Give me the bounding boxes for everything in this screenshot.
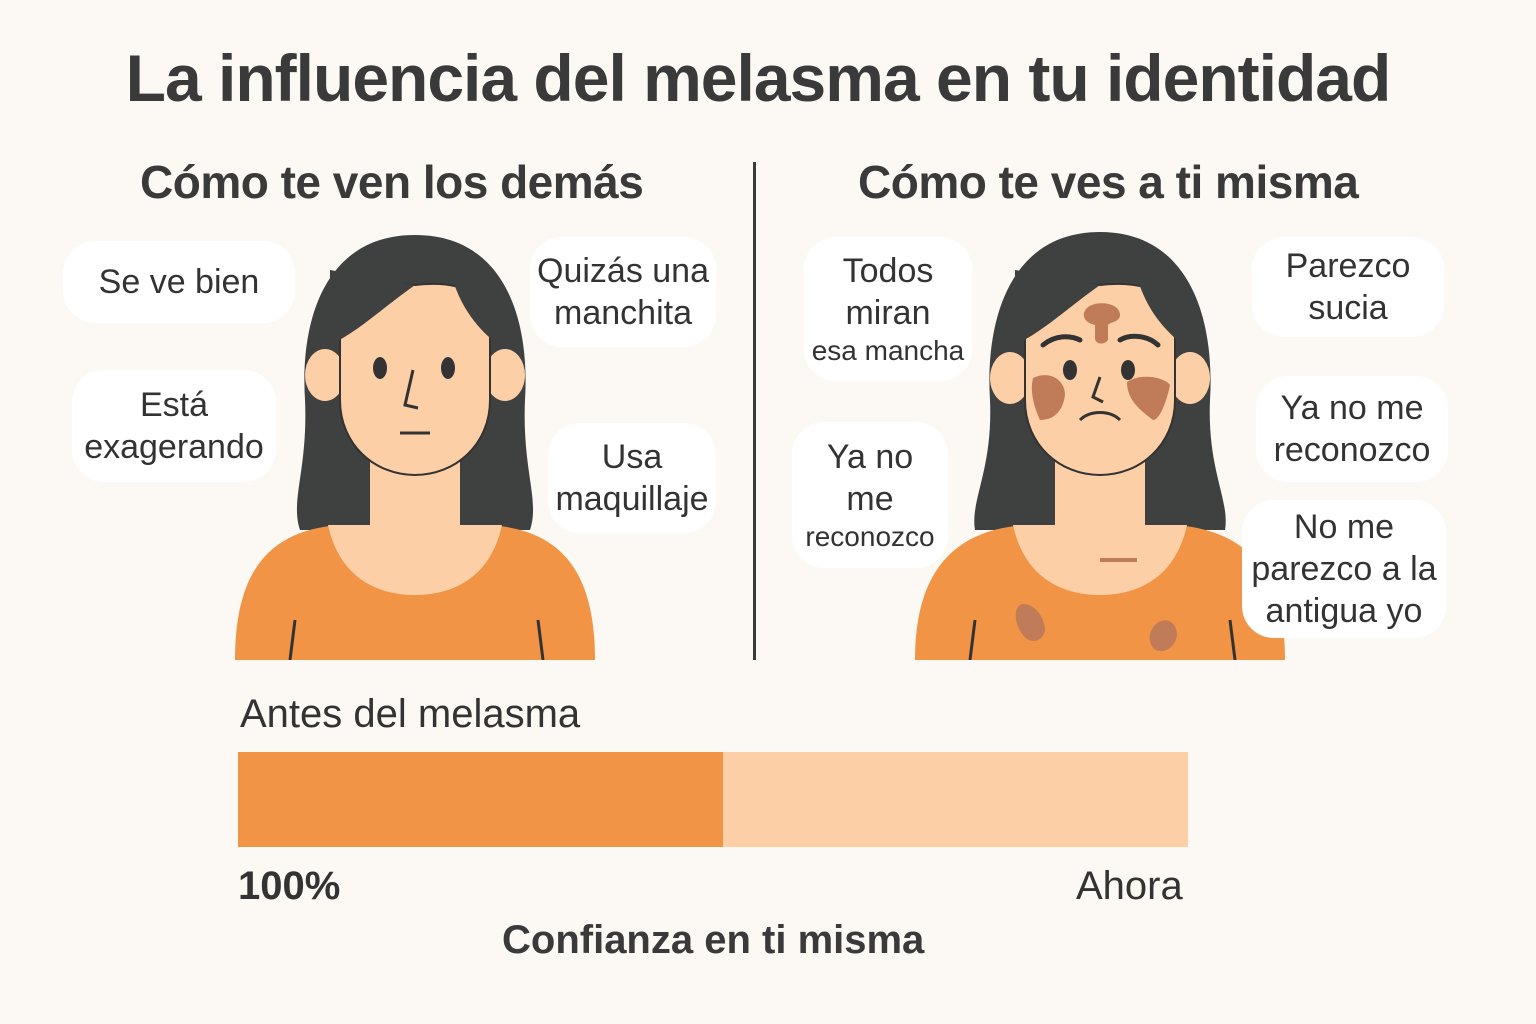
bubble-text: Ya no [826,438,914,476]
bubble-text: reconozco [805,521,935,552]
bubble-parezco-sucia: Parezco sucia [1252,237,1444,337]
bubble-text: Todos [842,252,934,290]
bubble-text: me [846,480,894,518]
bar-top-label: Antes del melasma [240,692,581,736]
bar-right-label: Ahora [1076,864,1183,908]
bubble-text: Quizás una manchita [537,252,709,332]
bubble-text: Ya no me reconozco [1273,389,1431,469]
bubble-se-ve-bien: Se ve bien [63,241,295,323]
bubble-text: Se ve bien [98,263,260,301]
bar-bottom-label: Confianza en ti misma [502,918,925,962]
bubble-usa-maquillaje: Usa maquillaje [548,423,716,533]
bubble-text: miran [845,294,931,332]
woman-sad-melasma-illustration [915,232,1285,660]
bubble-text: Usa maquillaje [555,438,709,518]
divider [753,162,756,660]
bubble-text: esa mancha [811,335,965,366]
woman-neutral-illustration [235,235,595,660]
left-heading: Cómo te ven los demás [140,156,644,208]
bubble-no-me-parezco: No me parezco a la antigua yo [1242,500,1446,638]
right-heading: Cómo te ves a ti misma [858,156,1359,208]
page-title: La influencia del melasma en tu identida… [125,41,1392,115]
bar-left-label: 100% [238,864,341,908]
bubble-ya-no-me-reconozco-left: Ya no me reconozco [792,422,948,568]
bubble-ya-no-me-reconozco-right: Ya no me reconozco [1256,376,1448,482]
bubble-text: Parezco sucia [1285,247,1411,327]
confidence-bar [238,752,1188,847]
bubble-todos-miran: Todos miran esa mancha [804,237,972,381]
confidence-bar-fill [238,752,723,847]
bubble-esta-exagerando: Está exagerando [72,370,276,482]
bubble-quizas-una-manchita: Quizás una manchita [530,237,716,347]
bubble-text: Está exagerando [84,386,264,466]
bubble-text: No me parezco a la antigua yo [1251,508,1437,630]
